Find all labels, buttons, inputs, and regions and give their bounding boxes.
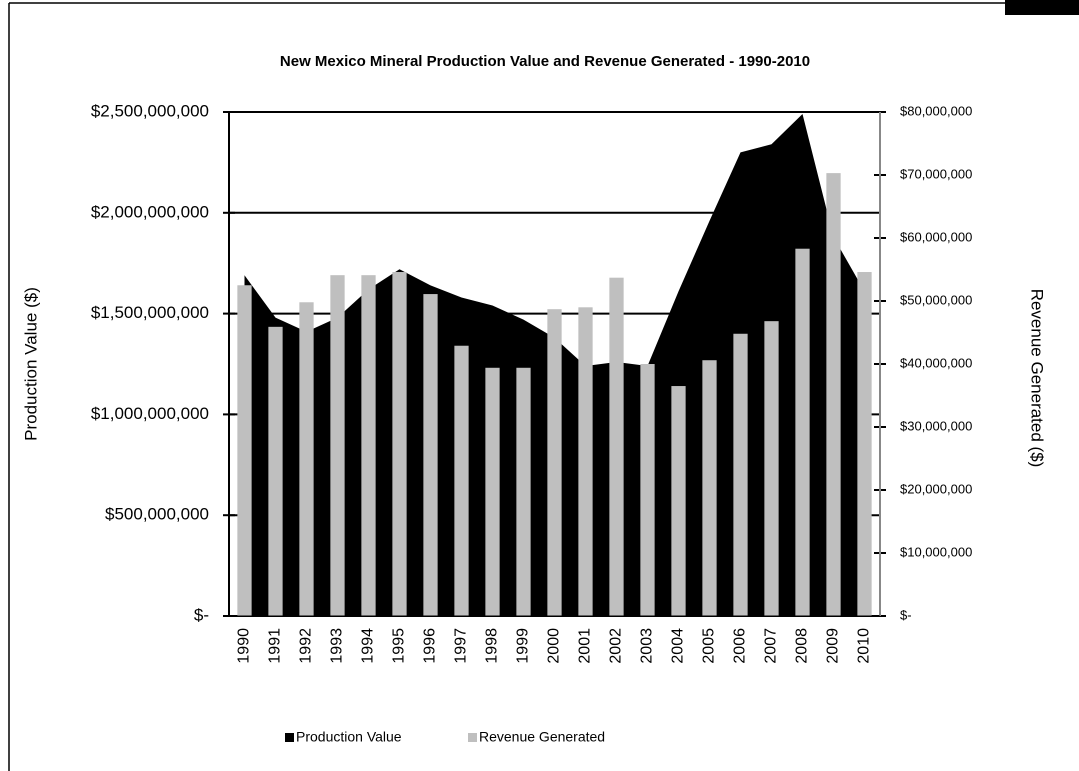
bar [268, 326, 283, 616]
x-tick-label: 1990 [236, 628, 253, 664]
x-tick-label: 1995 [391, 628, 408, 664]
bar [392, 272, 407, 616]
x-tick-label: 2004 [670, 628, 687, 664]
x-tick-label: 2000 [546, 628, 563, 664]
x-tick-label: 1999 [515, 628, 532, 664]
x-tick-label: 2010 [856, 628, 873, 664]
bar [454, 345, 469, 616]
y-tick-label: $1,500,000,000 [91, 303, 209, 322]
legend: Production Value Revenue Generated [285, 729, 605, 745]
y-axis-title: Production Value ($) [21, 287, 40, 441]
bar [857, 272, 872, 616]
y-tick-label: $1,000,000,000 [91, 404, 209, 423]
y2-tick-label: $30,000,000 [900, 418, 972, 433]
x-tick-label: 1998 [484, 628, 501, 664]
legend-label: Production Value [296, 729, 402, 745]
bar [485, 367, 500, 616]
x-tick-label: 1992 [298, 628, 315, 664]
y2-tick-label: $70,000,000 [900, 166, 972, 181]
corner-block [1005, 0, 1079, 15]
x-tick-label: 2001 [577, 628, 594, 664]
y2-tick-label: $50,000,000 [900, 292, 972, 307]
x-tick-label: 2006 [732, 628, 749, 664]
marks [237, 114, 872, 617]
y-tick-label: $2,000,000,000 [91, 202, 209, 221]
legend-swatch [468, 733, 477, 742]
y-tick-label: $500,000,000 [105, 505, 209, 524]
y-tick-label: $- [194, 605, 209, 624]
y2-tick-label: $10,000,000 [900, 544, 972, 559]
y2-tick-label: $- [900, 607, 912, 622]
x-tick-label: 1994 [360, 628, 377, 664]
chart-title: New Mexico Mineral Production Value and … [280, 53, 810, 70]
bar [330, 275, 345, 616]
x-tick-label: 1993 [329, 628, 346, 664]
bar [609, 277, 624, 616]
bar [547, 309, 562, 616]
x-tick-label: 2005 [701, 628, 718, 664]
x-tick-label: 1996 [422, 628, 439, 664]
bar [299, 302, 314, 616]
y2-tick-label: $60,000,000 [900, 229, 972, 244]
bar [237, 285, 252, 616]
y2-tick-label: $40,000,000 [900, 355, 972, 370]
y2-tick-label: $80,000,000 [900, 103, 972, 118]
bar [733, 333, 748, 616]
x-tick-label: 2009 [825, 628, 842, 664]
bar [764, 321, 779, 616]
y2-axis-title: Revenue Generated ($) [1028, 289, 1047, 468]
bar [640, 364, 655, 616]
axes: $- $500,000,000 $1,000,000,000 $1,500,000,0… [91, 101, 972, 663]
bar [795, 248, 810, 616]
legend-label: Revenue Generated [479, 729, 605, 745]
bar [516, 367, 531, 616]
legend-swatch [285, 733, 294, 742]
bar [826, 173, 841, 617]
bar [671, 386, 686, 616]
bar [423, 294, 438, 616]
x-tick-label: 1997 [453, 628, 470, 664]
x-tick-label: 2002 [608, 628, 625, 664]
y-tick-label: $2,500,000,000 [91, 101, 209, 120]
y2-tick-label: $20,000,000 [900, 481, 972, 496]
x-tick-label: 1991 [267, 628, 284, 664]
x-tick-label: 2007 [763, 628, 780, 664]
x-tick-label: 2008 [794, 628, 811, 664]
x-tick-label: 2003 [639, 628, 656, 664]
bar [361, 275, 376, 616]
bar [702, 360, 717, 616]
bar [578, 307, 593, 616]
